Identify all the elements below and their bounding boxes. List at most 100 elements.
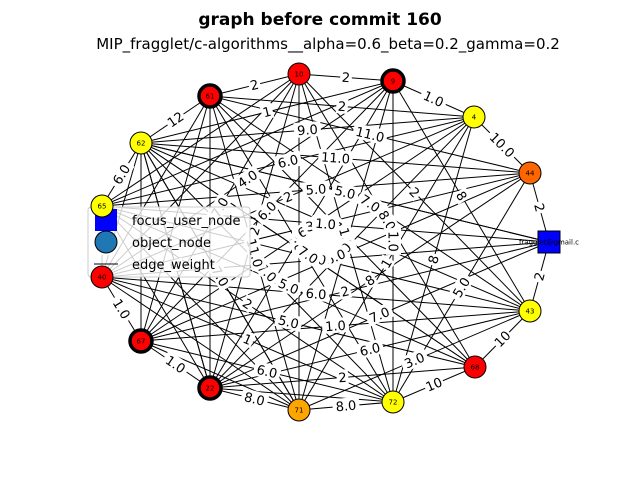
object-node-10[interactable]: 10 <box>287 62 311 86</box>
edge-weight-label: 6.0 <box>302 284 330 304</box>
legend-item: edge_weight <box>94 258 215 273</box>
edge-weight-label: 6.0 <box>273 150 303 172</box>
object-node-43[interactable]: 43 <box>518 299 542 323</box>
object-node-44[interactable]: 44 <box>518 161 542 185</box>
edge-weight-label: 2 <box>530 268 549 284</box>
edge-weight-label: 3.0 <box>399 347 430 372</box>
node-label: 72 <box>389 399 398 407</box>
svg-text:1.0: 1.0 <box>385 231 400 252</box>
object-node-61[interactable]: 61 <box>197 83 223 109</box>
edge-weight-label: 2 <box>335 98 349 115</box>
edge-weight-label: 7.0 <box>364 302 395 327</box>
svg-text:2: 2 <box>406 185 423 201</box>
edge-weight-label: 2 <box>337 282 353 301</box>
edge-weight-label: 5.0 <box>447 271 475 303</box>
object-node-68[interactable]: 68 <box>463 355 487 379</box>
legend: focus_user_node object_node edge_weight <box>87 206 251 278</box>
legend-label: edge_weight <box>132 258 215 273</box>
node-label: 22 <box>206 385 215 393</box>
edge-weight-label: 12 <box>163 107 188 131</box>
edge-weight-label: 6.0 <box>355 338 385 360</box>
object-node-22[interactable]: 22 <box>197 375 223 401</box>
edge-weight-label: 2 <box>238 294 257 313</box>
edge-weight-label: 1.0 <box>311 214 340 234</box>
svg-text:1: 1 <box>261 105 273 122</box>
svg-text:2: 2 <box>341 71 350 87</box>
edge-weight-label: 5.0 <box>302 180 330 199</box>
svg-text:6.0: 6.0 <box>276 153 300 172</box>
figure-title: graph before commit 160 <box>198 10 442 30</box>
svg-text:1.0: 1.0 <box>315 217 337 234</box>
edge-weight-label: 1.0 <box>108 293 136 325</box>
svg-text:2: 2 <box>338 371 347 387</box>
object-node-4[interactable]: 4 <box>462 105 486 129</box>
svg-text:5.0: 5.0 <box>333 184 357 203</box>
nodes-layer: 10944443687271226740656261fragglet@gmail… <box>90 62 579 422</box>
svg-text:5.0: 5.0 <box>305 182 327 199</box>
graph-edge <box>101 73 300 207</box>
object-node-40[interactable]: 40 <box>90 265 114 289</box>
edge-weight-label: 1 <box>239 329 256 349</box>
edge-weight-label: 1 <box>259 102 275 122</box>
node-label: 4 <box>472 114 477 122</box>
object-node-62[interactable]: 62 <box>129 131 153 155</box>
edge-weight-label: 8 <box>452 186 472 205</box>
edge-weight-label: 2 <box>336 369 349 386</box>
svg-text:6.0: 6.0 <box>305 287 327 304</box>
svg-text:8.0: 8.0 <box>242 390 266 410</box>
edge-weight-label: 5.0 <box>330 181 360 203</box>
edge-weight-label: 6.0 <box>252 360 282 382</box>
legend-item: object_node <box>94 230 211 254</box>
node-label: 71 <box>295 407 304 415</box>
node-label: 10 <box>295 71 304 79</box>
legend-label: focus_user_node <box>132 214 241 229</box>
node-label: 65 <box>98 203 107 211</box>
edge-weight-label: 1.0 <box>160 350 192 378</box>
edge-weight-label: 2 <box>339 69 353 87</box>
edge-weight-label: 8 <box>360 270 379 290</box>
legend-frame <box>87 206 251 278</box>
legend-label: object_node <box>132 236 211 251</box>
edge-weight-label: 8 <box>424 251 443 267</box>
edge-weight-label: 11.0 <box>317 148 354 168</box>
object-node-9[interactable]: 9 <box>380 68 406 94</box>
svg-text:6.0: 6.0 <box>358 341 382 360</box>
svg-text:9.0: 9.0 <box>297 123 319 140</box>
edge-weight-label: 2 <box>279 187 297 206</box>
focus-node-label: fragglet@gmail.c <box>519 239 579 247</box>
edge-weight-label: 1.0 <box>418 86 449 111</box>
edge-weight-label: 11.0 <box>351 122 389 146</box>
graph-edge <box>209 387 394 403</box>
svg-text:2: 2 <box>247 225 264 237</box>
edge-weight-label: 1.0 <box>321 316 350 336</box>
svg-text:5.0: 5.0 <box>276 313 300 332</box>
node-label: 61 <box>206 93 215 101</box>
edge-weight-label: 2 <box>246 75 262 94</box>
node-label: 44 <box>526 170 535 178</box>
edge-weight-label: 2 <box>530 199 549 215</box>
legend-item: focus_user_node <box>95 209 241 231</box>
svg-text:11.0: 11.0 <box>320 150 350 167</box>
object-node-67[interactable]: 67 <box>128 328 154 354</box>
node-label: 62 <box>137 140 146 148</box>
object-node-72[interactable]: 72 <box>381 390 405 414</box>
edge-weight-label: 1 <box>376 254 396 273</box>
legend-circle-marker <box>94 230 118 254</box>
svg-text:2: 2 <box>530 202 547 214</box>
figure-subtitle: MIP_fragglet/c-algorithms__alpha=0.6_bet… <box>96 35 560 54</box>
node-label: 40 <box>98 274 107 282</box>
svg-text:8: 8 <box>426 254 443 266</box>
svg-text:11.0: 11.0 <box>354 125 386 146</box>
node-label: 9 <box>391 78 395 86</box>
graph-edge <box>101 276 300 411</box>
focus-user-node[interactable]: fragglet@gmail.c <box>519 230 579 254</box>
svg-text:3.0: 3.0 <box>402 350 427 372</box>
edge-weight-label: 8.0 <box>239 388 270 410</box>
svg-text:1.0: 1.0 <box>325 319 347 336</box>
svg-text:8.0: 8.0 <box>335 399 357 416</box>
node-label: 67 <box>137 338 146 346</box>
edge-weight-label: 5.0 <box>273 311 304 333</box>
object-node-71[interactable]: 71 <box>287 398 311 422</box>
svg-text:10: 10 <box>424 375 445 395</box>
object-node-65[interactable]: 65 <box>90 194 114 218</box>
